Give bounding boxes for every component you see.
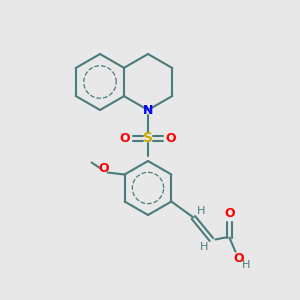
Text: S: S bbox=[143, 131, 153, 145]
Text: O: O bbox=[120, 131, 130, 145]
Text: H: H bbox=[197, 206, 206, 215]
Text: O: O bbox=[166, 131, 176, 145]
Text: O: O bbox=[224, 207, 235, 220]
Text: O: O bbox=[98, 162, 109, 175]
Text: O: O bbox=[233, 252, 244, 265]
Text: H: H bbox=[200, 242, 208, 251]
Text: H: H bbox=[242, 260, 250, 271]
Text: N: N bbox=[143, 103, 153, 116]
